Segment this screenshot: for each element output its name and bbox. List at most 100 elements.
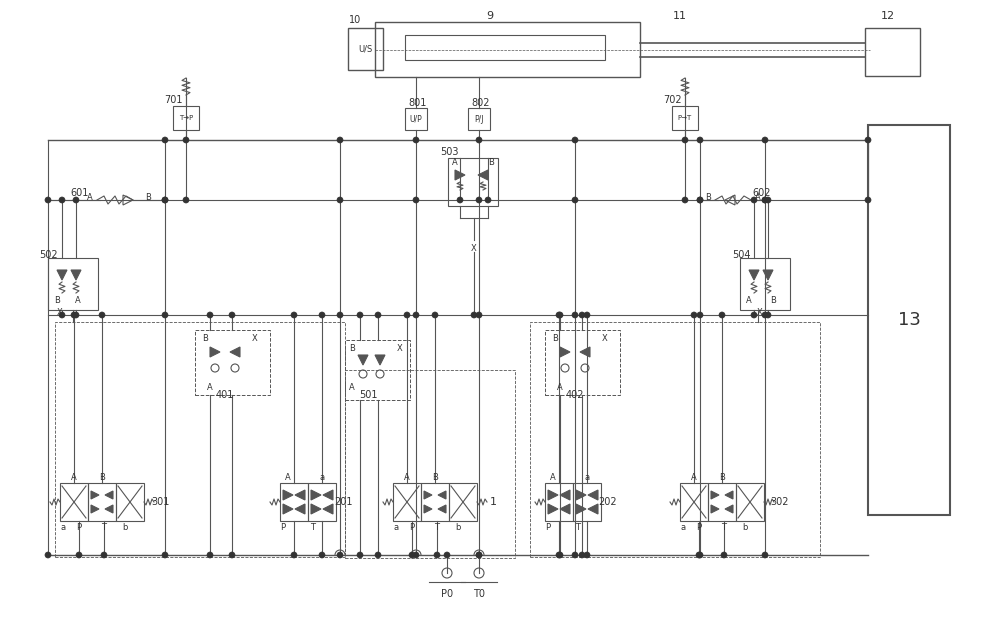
Polygon shape [455, 170, 465, 180]
Polygon shape [424, 505, 432, 513]
Circle shape [229, 552, 235, 558]
Circle shape [762, 137, 768, 143]
Circle shape [357, 552, 363, 558]
Text: 12: 12 [881, 11, 895, 21]
Text: b: b [742, 524, 748, 532]
Bar [405, 108, 427, 130]
Text: 503: 503 [440, 147, 458, 157]
Text: P→T: P→T [678, 115, 692, 121]
Bar [736, 483, 764, 521]
Polygon shape [358, 355, 368, 365]
Bar [449, 483, 477, 521]
Text: P0: P0 [441, 589, 453, 599]
Circle shape [45, 552, 51, 558]
Text: b: b [122, 524, 128, 532]
Bar [421, 483, 449, 521]
Polygon shape [283, 490, 293, 500]
Circle shape [432, 312, 438, 318]
Circle shape [99, 312, 105, 318]
Circle shape [291, 552, 297, 558]
Bar [375, 22, 640, 77]
Circle shape [557, 552, 563, 558]
Bar [680, 483, 708, 521]
Circle shape [183, 137, 189, 143]
Polygon shape [576, 490, 586, 500]
Polygon shape [57, 270, 67, 280]
Text: P: P [280, 524, 286, 532]
Circle shape [557, 312, 563, 318]
Circle shape [865, 137, 871, 143]
Circle shape [71, 312, 77, 318]
Text: X: X [397, 344, 403, 352]
Circle shape [584, 312, 590, 318]
Bar [48, 258, 98, 310]
Circle shape [73, 312, 79, 318]
Text: B: B [770, 295, 776, 305]
Text: 302: 302 [771, 497, 789, 507]
Circle shape [457, 197, 463, 203]
Circle shape [337, 552, 343, 558]
Text: B: B [705, 193, 711, 202]
Bar [345, 370, 515, 558]
Circle shape [409, 552, 415, 558]
Text: 10: 10 [349, 15, 361, 25]
Circle shape [476, 552, 482, 558]
Circle shape [751, 312, 757, 318]
Circle shape [762, 197, 768, 203]
Text: 1: 1 [490, 497, 496, 507]
Text: 801: 801 [409, 98, 427, 108]
Text: B: B [54, 295, 60, 305]
Text: a: a [393, 524, 399, 532]
Text: T: T [434, 524, 440, 532]
Circle shape [762, 552, 768, 558]
Text: P: P [76, 524, 82, 532]
Text: A: A [755, 193, 761, 202]
Bar [448, 158, 498, 206]
Circle shape [762, 312, 768, 318]
Circle shape [413, 552, 419, 558]
Text: A: A [557, 384, 563, 392]
Text: a: a [584, 472, 590, 482]
Bar [280, 483, 308, 521]
Polygon shape [311, 504, 321, 514]
Polygon shape [763, 270, 773, 280]
Text: T: T [576, 524, 580, 532]
Polygon shape [580, 347, 590, 357]
Text: A: A [87, 193, 93, 202]
Bar [348, 28, 383, 70]
Text: 201: 201 [334, 497, 352, 507]
Polygon shape [210, 347, 220, 357]
Polygon shape [560, 347, 570, 357]
Text: A: A [550, 472, 556, 482]
Polygon shape [438, 491, 446, 499]
Bar [530, 322, 820, 557]
Circle shape [434, 552, 440, 558]
Text: X: X [252, 334, 258, 342]
Text: X: X [57, 308, 63, 316]
Polygon shape [711, 505, 719, 513]
Bar [60, 483, 88, 521]
Circle shape [375, 552, 381, 558]
Polygon shape [478, 170, 488, 180]
Text: B: B [552, 334, 558, 342]
Text: P: P [696, 524, 702, 532]
Bar [740, 258, 790, 310]
Text: 802: 802 [472, 98, 490, 108]
Text: A: A [691, 472, 697, 482]
Text: X: X [471, 243, 477, 253]
Circle shape [471, 312, 477, 318]
Polygon shape [560, 490, 570, 500]
Text: 702: 702 [663, 95, 681, 105]
Polygon shape [424, 491, 432, 499]
Text: T0: T0 [473, 589, 485, 599]
Text: 11: 11 [673, 11, 687, 21]
Circle shape [476, 312, 482, 318]
Polygon shape [375, 355, 385, 365]
Circle shape [556, 312, 562, 318]
Text: a: a [319, 472, 325, 482]
Text: A: A [71, 472, 77, 482]
Circle shape [572, 312, 578, 318]
Text: 502: 502 [39, 250, 57, 260]
Text: 202: 202 [599, 497, 617, 507]
Bar [545, 483, 573, 521]
